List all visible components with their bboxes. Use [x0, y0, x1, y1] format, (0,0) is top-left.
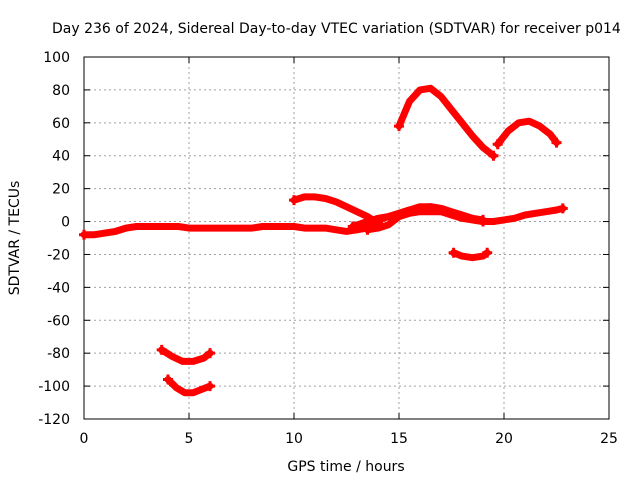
series-point-marker — [156, 344, 167, 355]
series-point-marker — [448, 247, 459, 258]
y-tick-label: 0 — [61, 215, 70, 231]
x-tick-label: 20 — [495, 431, 513, 447]
plot-frame — [83, 56, 610, 420]
series-line-arc-4-6 — [164, 376, 214, 397]
series-point-marker — [557, 203, 568, 214]
series-point-marker — [488, 150, 499, 161]
series-point-marker — [551, 137, 562, 148]
y-tick-label: 100 — [43, 50, 70, 66]
y-tick-label: -20 — [47, 247, 70, 263]
series-line-arc-3.7-6 — [158, 346, 214, 365]
x-tick-label: 25 — [600, 431, 618, 447]
y-tick-label: -100 — [38, 379, 70, 395]
y-tick-label: 20 — [52, 182, 70, 198]
series-group — [79, 84, 568, 397]
series-line-arc-14-19 — [353, 203, 487, 232]
series-point-marker — [289, 195, 299, 206]
chart-title: Day 236 of 2024, Sidereal Day-to-day VTE… — [52, 21, 621, 37]
y-tick-label: -40 — [47, 280, 70, 296]
y-tick-label: 60 — [52, 116, 70, 132]
y-axis-label: SDTVAR / TECUs — [7, 181, 23, 296]
y-tick-label: 80 — [52, 83, 70, 99]
series-line-baseline-early — [80, 223, 382, 239]
series-line-arc-10-14 — [290, 193, 382, 227]
series-point-marker — [478, 214, 488, 225]
series-line-arc-17.5-19.2 — [450, 249, 491, 262]
series-point-marker — [205, 381, 215, 392]
series-point-marker — [79, 229, 89, 240]
series-point-marker — [205, 348, 215, 359]
series-line-arc-19.7-22.5 — [494, 117, 560, 148]
series-point-marker — [492, 139, 503, 150]
series-line-arc-15-19.5 — [395, 84, 497, 160]
series-point-marker — [482, 247, 493, 258]
y-tick-label: -60 — [47, 313, 70, 329]
x-tick-label: 10 — [285, 431, 303, 447]
y-tick-label: -120 — [38, 412, 70, 428]
series-point-marker — [352, 223, 362, 234]
y-tick-label: 40 — [52, 149, 70, 165]
x-tick-label: 15 — [390, 431, 408, 447]
series-point-marker — [163, 374, 173, 385]
series-point-marker — [394, 121, 404, 132]
x-axis-label: GPS time / hours — [287, 459, 404, 475]
y-axis-ticks: -120 -100 -80 -60 -40 -20 0 20 40 60 80 100 — [38, 50, 609, 428]
grid — [84, 57, 609, 419]
x-axis-ticks: 0 5 10 15 20 25 — [80, 57, 618, 447]
x-tick-label: 0 — [80, 431, 89, 447]
x-tick-label: 5 — [185, 431, 194, 447]
y-tick-label: -80 — [47, 346, 70, 362]
